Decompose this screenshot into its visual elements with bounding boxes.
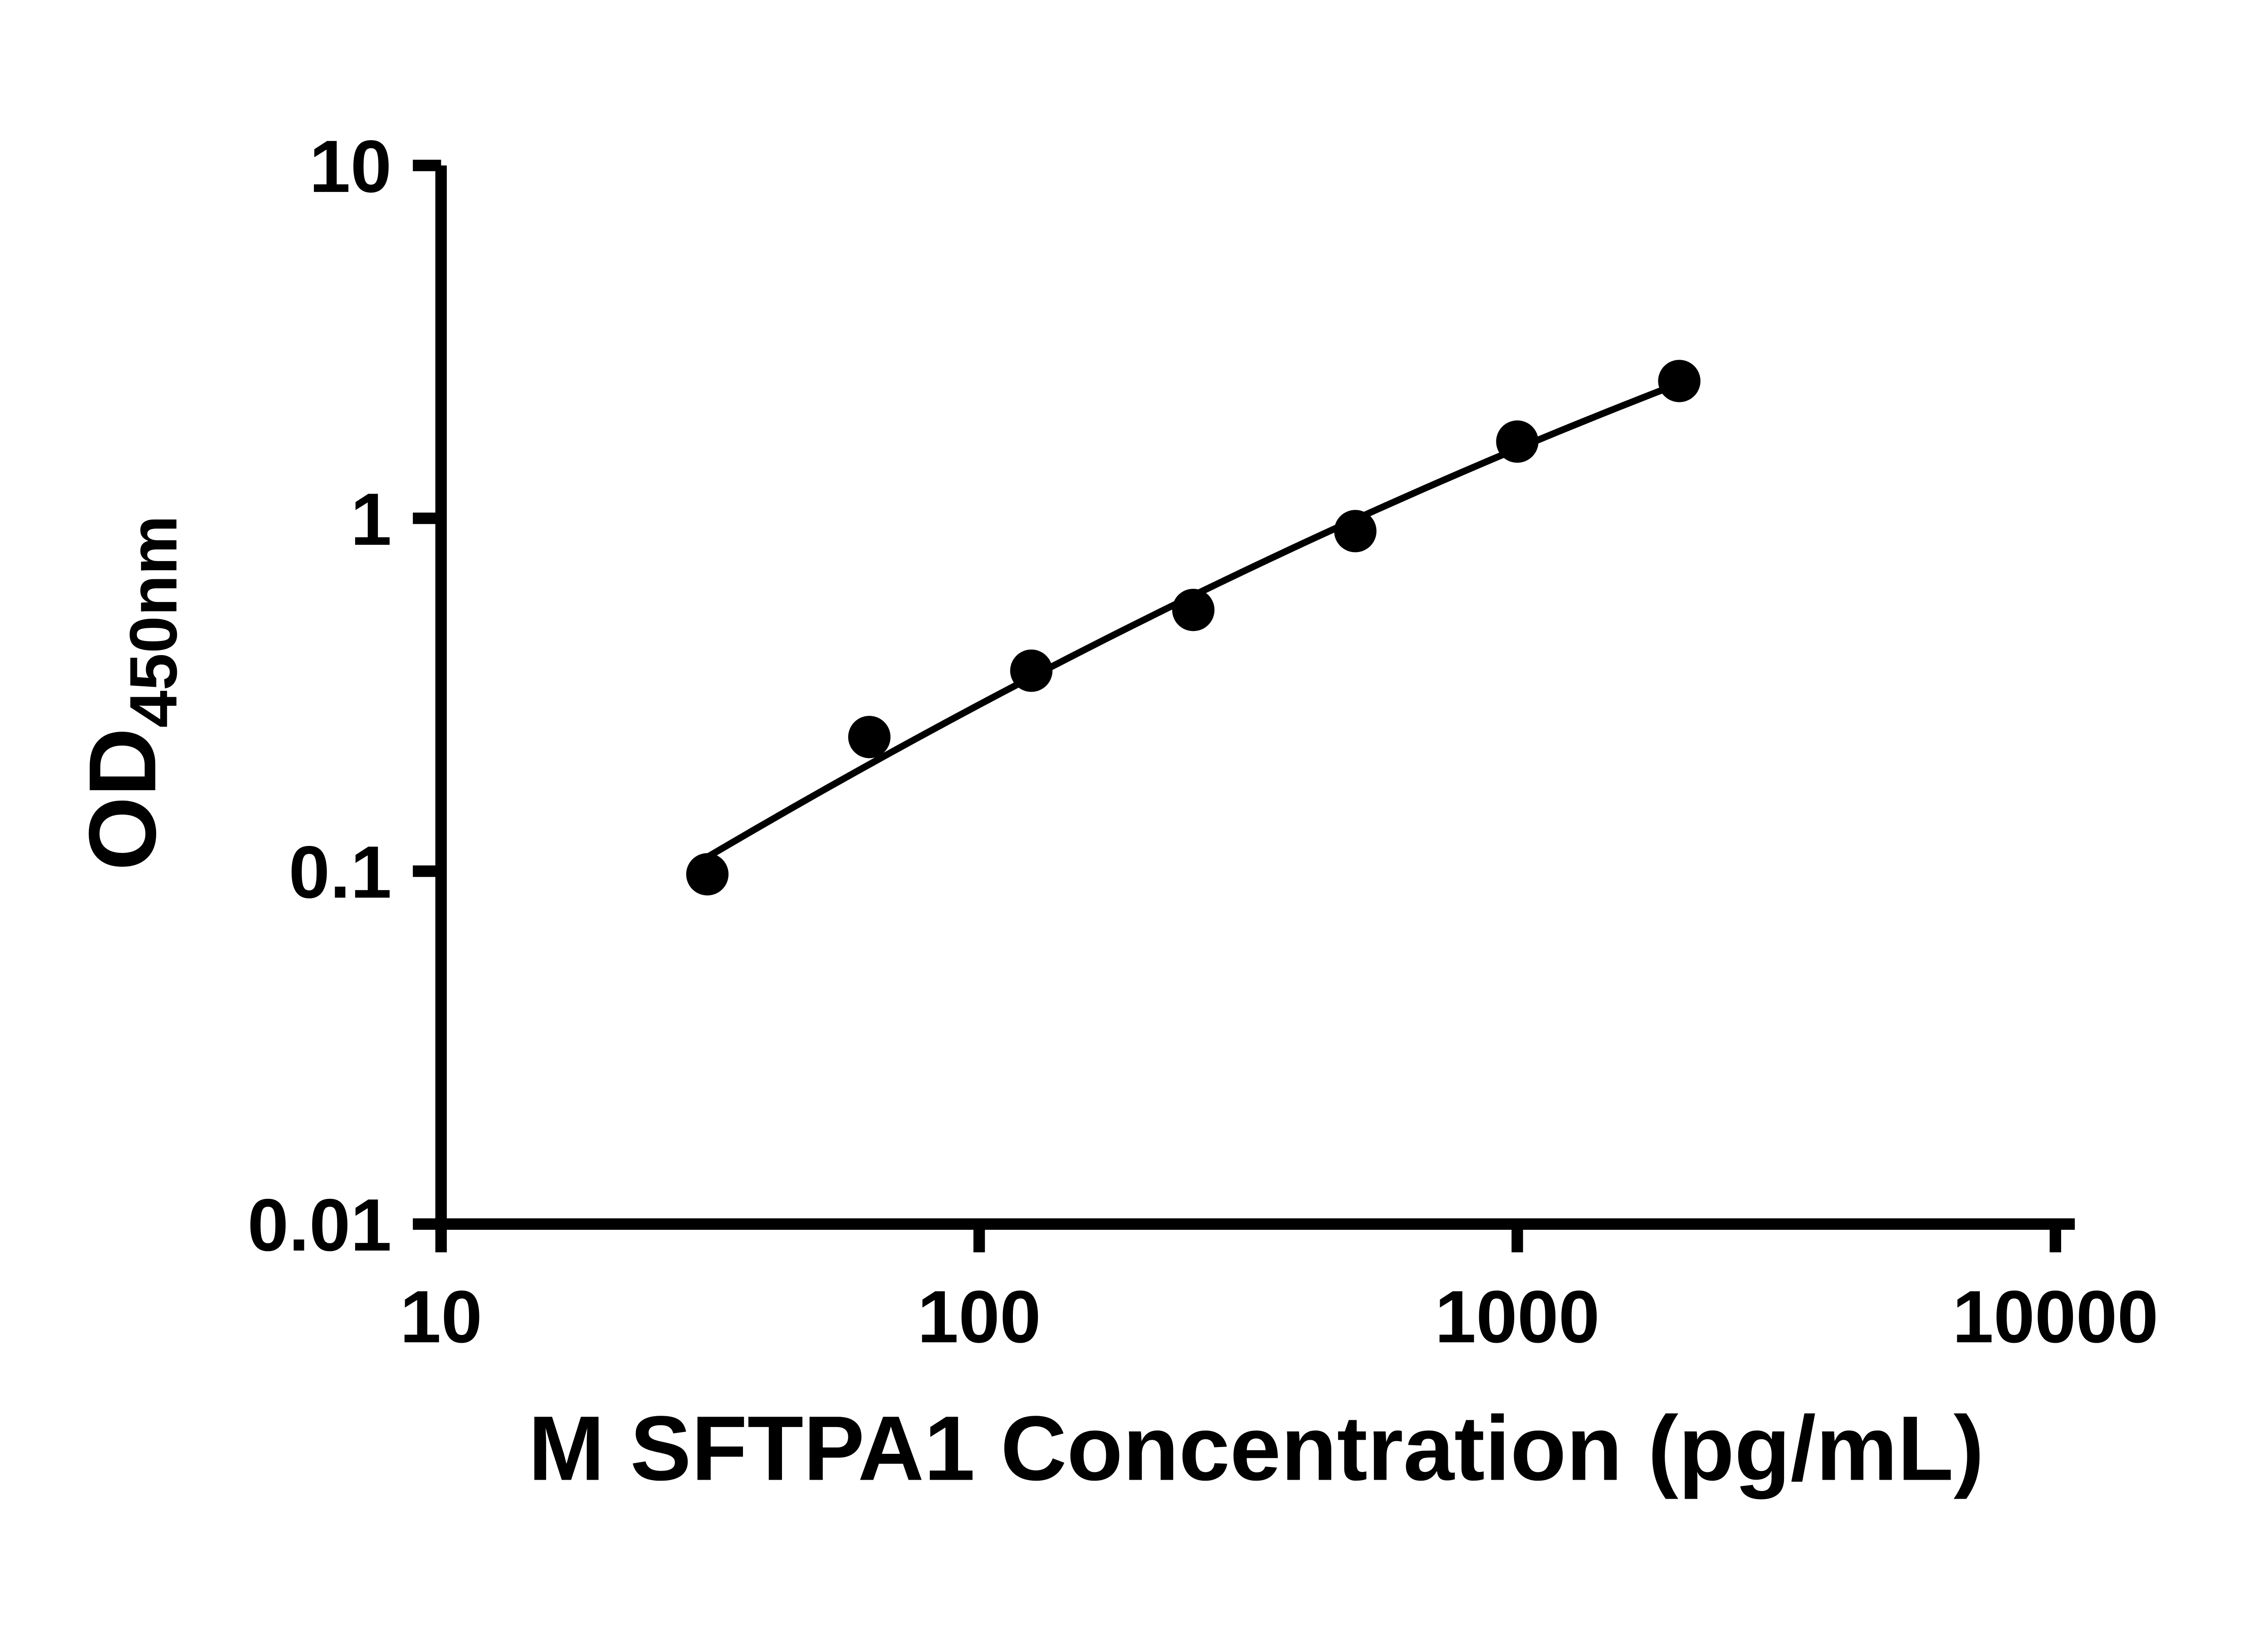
x-axis-tick-label: 10: [400, 1275, 483, 1358]
data-point: [1496, 420, 1539, 463]
y-axis-title: OD450nm: [69, 515, 191, 870]
axes: [435, 165, 2075, 1230]
y-axis-title-main: OD: [69, 728, 176, 870]
y-axis-tick-label: 0.1: [288, 831, 391, 914]
y-axis-tick-label: 1: [351, 478, 392, 561]
x-axis-tick-label: 10000: [1952, 1275, 2158, 1358]
x-axis-title: M SFTPA1 Concentration (pg/mL): [528, 1397, 1984, 1499]
data-point: [686, 853, 729, 896]
data-point: [1658, 360, 1701, 402]
svg-text:OD450nm: OD450nm: [69, 515, 191, 870]
y-axis-tick-label: 10: [309, 125, 392, 208]
x-axis-tick-label: 1000: [1435, 1275, 1599, 1358]
y-axis-tick-label: 0.01: [248, 1183, 392, 1266]
data-point: [1172, 588, 1215, 631]
data-point: [1334, 510, 1377, 552]
y-axis-title-subscript: 450nm: [116, 515, 191, 728]
plot-area: 0.01 0.1 1 10 10 100 1000 10000: [248, 125, 2159, 1358]
x-axis-tick-label: 100: [917, 1275, 1041, 1358]
data-point: [848, 716, 891, 758]
data-point: [1010, 649, 1053, 692]
